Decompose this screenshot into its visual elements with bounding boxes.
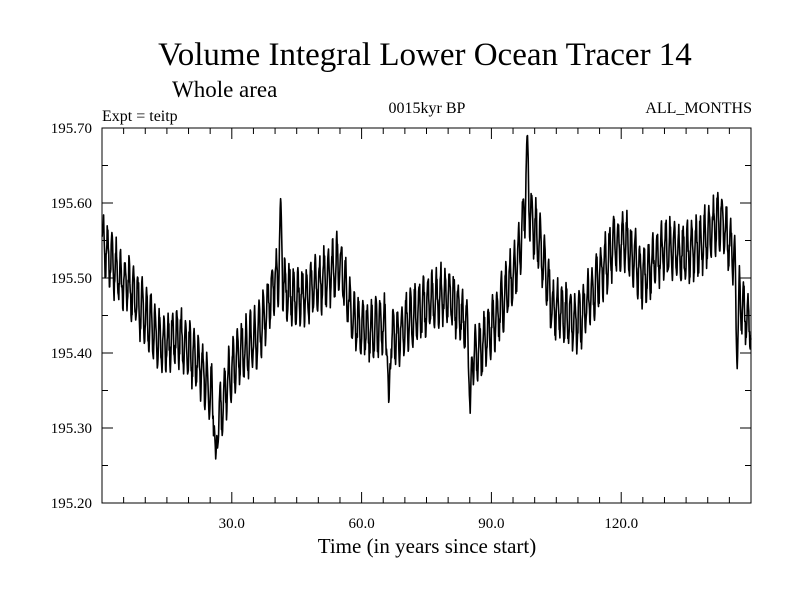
x-axis-title: Time (in years since start) <box>318 534 537 558</box>
x-tick-label: 90.0 <box>478 516 504 532</box>
series-line <box>101 134 752 460</box>
y-tick-label: 195.50 <box>51 271 92 287</box>
y-tick-label: 195.30 <box>51 421 92 437</box>
y-tick-label: 195.40 <box>51 346 92 362</box>
x-tick-label: 120.0 <box>604 516 638 532</box>
y-tick-label: 195.70 <box>51 121 92 137</box>
y-tick-label: 195.60 <box>51 196 92 212</box>
x-tick-label: 30.0 <box>219 516 245 532</box>
experiment-label: Expt = teitp <box>102 108 178 125</box>
x-axis: 30.0 60.0 90.0 120.0 <box>123 128 730 532</box>
chart-title: Volume Integral Lower Ocean Tracer 14 <box>158 37 692 73</box>
x-tick-label: 60.0 <box>348 516 374 532</box>
chart-subtitle: Whole area <box>172 77 277 102</box>
period-label: 0015kyr BP <box>389 100 466 117</box>
y-axis: 195.20 195.30 195.40 195.50 195.60 195.70 <box>51 121 751 512</box>
months-label: ALL_MONTHS <box>645 100 752 117</box>
y-tick-label: 195.20 <box>51 496 92 512</box>
